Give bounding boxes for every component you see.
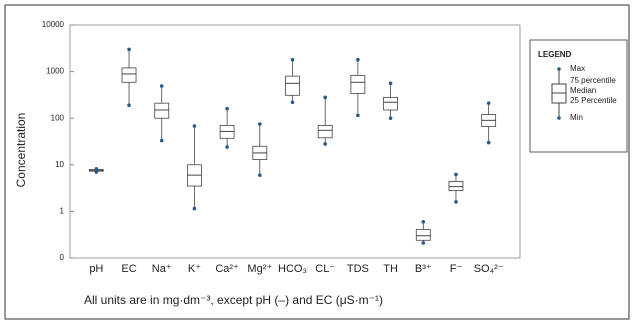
x-tick-label: EC (121, 263, 136, 275)
legend-label: Median (570, 86, 596, 95)
x-tick-label: SO₄²⁻ (474, 263, 504, 275)
y-tick-label: 10 (55, 160, 64, 169)
box (121, 67, 137, 83)
max-dot (388, 81, 393, 86)
min-dot (454, 200, 458, 204)
x-tick-label: Na⁺ (152, 263, 172, 275)
x-tick-label: TH (383, 263, 398, 275)
x-tick-label: Ca²⁺ (215, 263, 239, 275)
y-axis-label: Concentration (14, 113, 28, 188)
y-tick-label: 100 (51, 113, 65, 122)
x-tick-label: K⁺ (188, 263, 201, 275)
min-dot (388, 116, 393, 120)
y-tick-label: 0 (60, 253, 65, 262)
legend-label: Min (570, 113, 583, 122)
legend: LEGEND (529, 39, 628, 153)
box (154, 102, 170, 119)
max-dot (290, 57, 295, 62)
min-dot (94, 170, 99, 174)
x-tick-label: B³⁺ (415, 263, 432, 275)
x-tick-label: HCO₃ (278, 263, 307, 275)
box (317, 125, 333, 139)
x-tick-label: CL⁻ (315, 263, 335, 275)
max-dot (454, 172, 458, 177)
box (350, 74, 366, 94)
x-tick-label: pH (89, 263, 103, 275)
plot-frame (69, 24, 521, 259)
max-dot (486, 101, 491, 105)
legend-title: LEGEND (538, 50, 572, 59)
min-dot (258, 173, 262, 177)
y-tick-label: 1000 (46, 67, 64, 76)
legend-label: 75 percentile (570, 76, 616, 85)
max-dot (159, 84, 164, 88)
box (448, 181, 464, 191)
min-dot (127, 103, 131, 108)
legend-frame (529, 39, 628, 153)
x-tick-label: F⁻ (450, 263, 463, 275)
min-dot (192, 206, 197, 211)
min-dot (486, 140, 491, 145)
max-dot (192, 124, 197, 128)
y-tick-label: 10000 (42, 20, 65, 29)
max-dot (421, 219, 426, 224)
note: All units are in mg·dm⁻³, except pH (–) … (84, 293, 383, 307)
min-dot (323, 142, 327, 146)
min-dot (290, 100, 295, 105)
max-dot (127, 47, 131, 52)
min-dot (356, 113, 360, 118)
x-tick-label: Mg²⁺ (247, 263, 272, 275)
legend-label: Max (570, 64, 585, 73)
max-dot (225, 106, 229, 111)
x-tick-label: TDS (347, 263, 369, 275)
max-dot (258, 122, 262, 126)
max-dot (356, 57, 360, 62)
y-tick-label: 1 (60, 207, 65, 216)
max-dot (323, 95, 327, 100)
outer-frame (4, 4, 630, 320)
min-dot (421, 241, 426, 245)
min-dot (225, 145, 229, 149)
legend-dot (557, 116, 561, 120)
min-dot (159, 138, 164, 143)
max-dot (94, 167, 99, 171)
box (383, 96, 398, 111)
box (415, 229, 431, 241)
box (285, 75, 300, 96)
legend-label: 25 Percentile (570, 96, 617, 105)
legend-dot (557, 67, 561, 71)
